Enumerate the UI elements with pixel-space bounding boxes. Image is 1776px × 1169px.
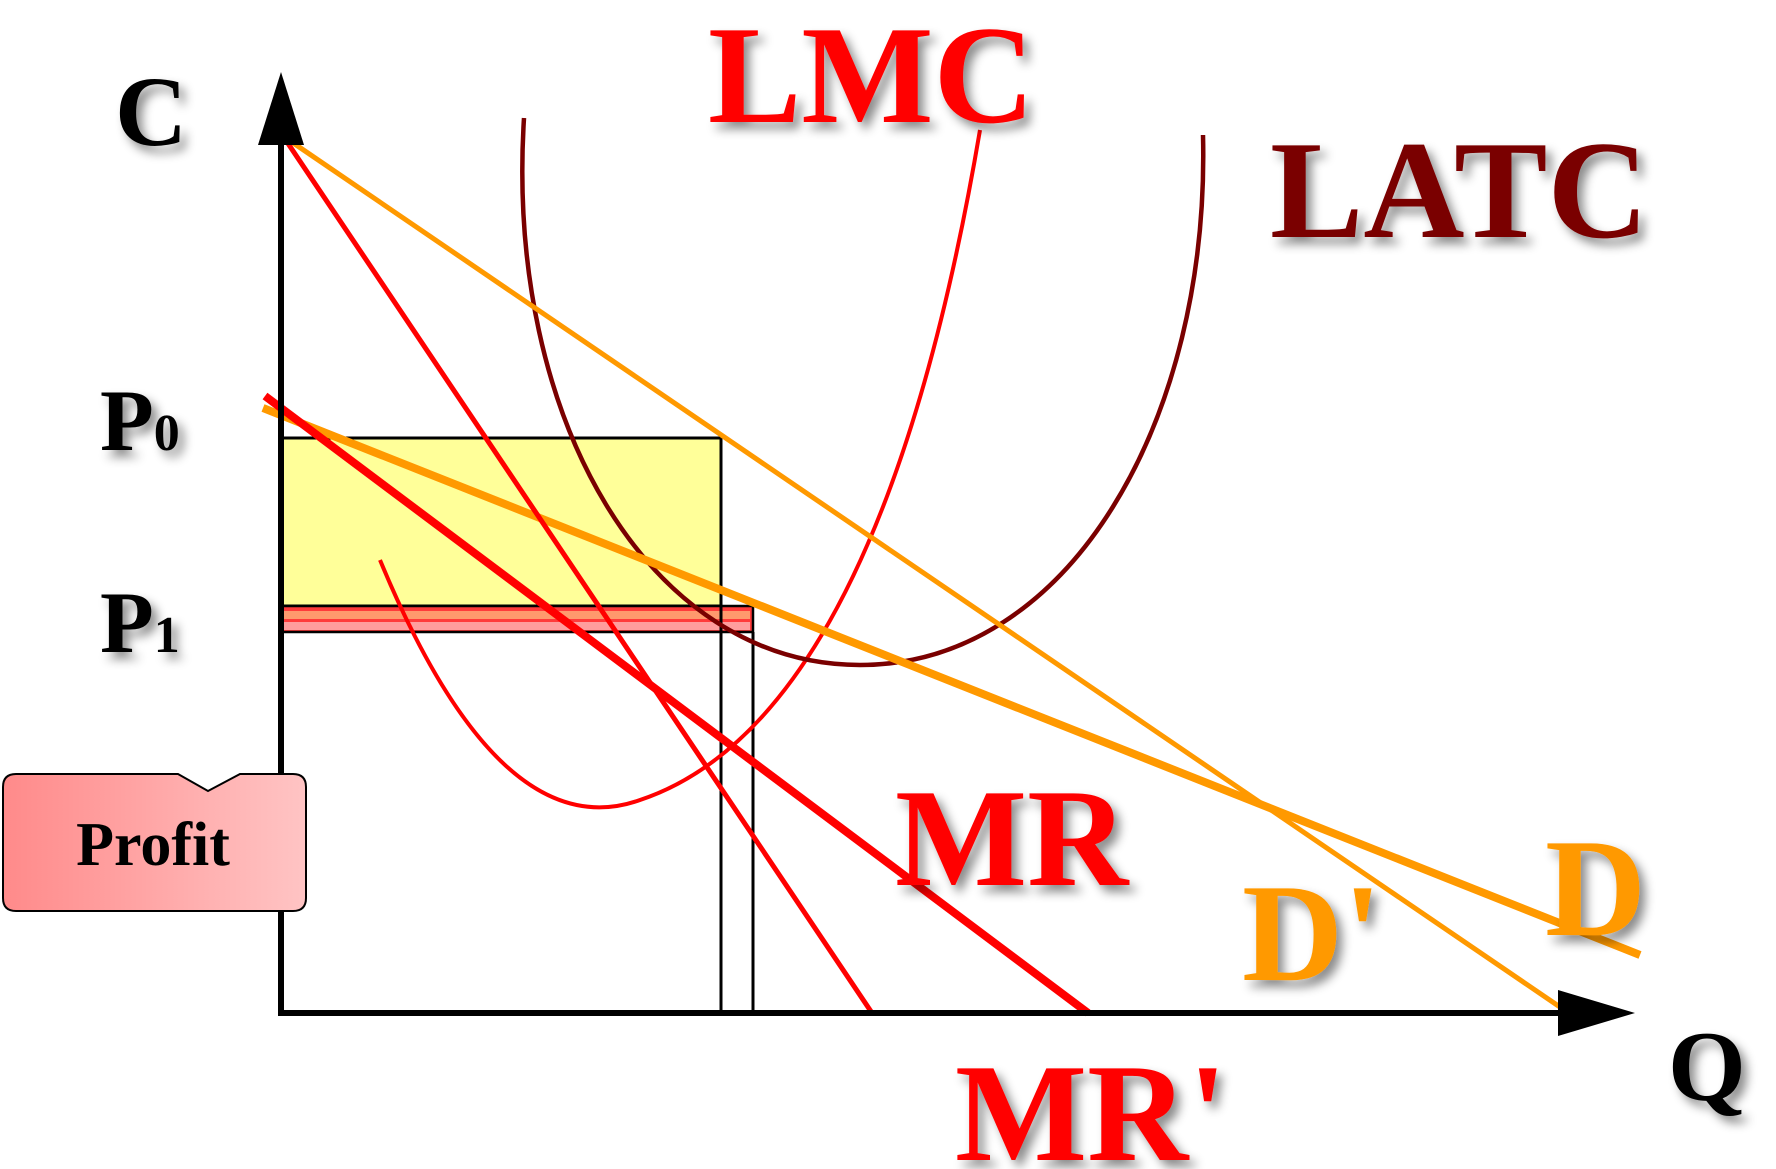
latc-label: LATC bbox=[1270, 113, 1649, 268]
price-label-p1-sub: 1 bbox=[154, 607, 180, 664]
profit-callout-label: Profit bbox=[76, 811, 230, 879]
lmc-label: LMC bbox=[708, 0, 1035, 153]
price-label-p0: P0 bbox=[100, 373, 180, 470]
profit-strip-lower bbox=[284, 622, 750, 630]
profit-callout: Profit bbox=[2, 773, 307, 912]
y-axis-arrowhead bbox=[258, 72, 304, 145]
price-label-p0-main: P bbox=[100, 373, 154, 470]
d-label: D bbox=[1545, 811, 1646, 966]
price-label-p1-main: P bbox=[100, 575, 154, 672]
latc-curve bbox=[520, 117, 1206, 668]
mr-curve bbox=[280, 134, 875, 1015]
d-prime-label: D' bbox=[1242, 856, 1382, 1011]
price-label-p1: P1 bbox=[100, 575, 180, 672]
mr-prime-curve bbox=[262, 392, 1091, 1017]
mr-prime-label: MR' bbox=[955, 1036, 1227, 1169]
demand-d bbox=[261, 404, 1642, 959]
price-label-p0-sub: 0 bbox=[154, 405, 180, 462]
y-axis-label: C bbox=[115, 56, 187, 167]
x-axis-arrowhead bbox=[1558, 990, 1635, 1036]
x-axis-label: Q bbox=[1668, 1011, 1746, 1122]
profit-strip-highlight bbox=[284, 611, 750, 619]
lmc-curve bbox=[378, 129, 982, 810]
mr-label: MR bbox=[895, 761, 1130, 916]
profit-callout-shape bbox=[2, 773, 307, 912]
demand-d-prime bbox=[281, 133, 1578, 1021]
